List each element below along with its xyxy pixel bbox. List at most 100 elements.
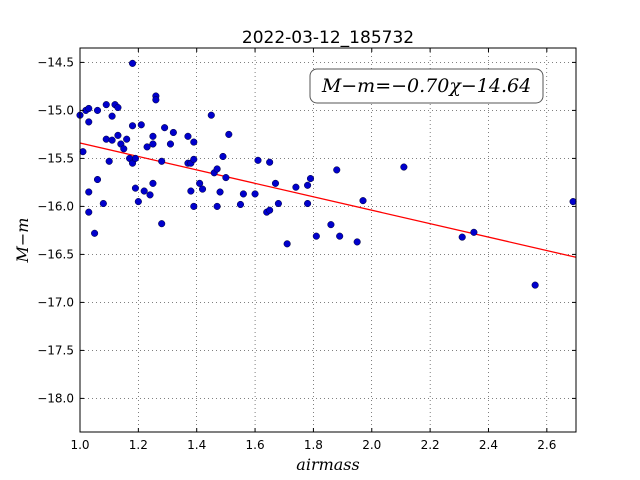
- data-point: [359, 197, 367, 205]
- y-tick-label: −17.5: [37, 343, 74, 357]
- data-point: [190, 202, 198, 210]
- x-tick-label: 1.8: [304, 438, 323, 452]
- y-axis-ticks: −14.5 −15.0 −15.5 −16.0 −16.5 −17.0 −17.5 −18.0: [37, 55, 576, 405]
- data-point: [222, 174, 230, 182]
- data-point: [108, 136, 116, 144]
- data-point: [123, 135, 131, 143]
- data-point: [274, 199, 282, 208]
- data-point: [152, 96, 160, 104]
- data-point: [79, 148, 87, 156]
- data-point: [312, 232, 320, 240]
- data-point: [131, 154, 139, 162]
- data-point: [251, 190, 259, 198]
- data-point: [158, 220, 166, 228]
- x-tick-label: 1.6: [246, 438, 265, 452]
- data-point: [169, 128, 177, 137]
- data-point: [400, 163, 408, 171]
- data-point: [161, 124, 169, 132]
- x-tick-label: 2.2: [421, 438, 440, 452]
- data-point: [336, 232, 344, 240]
- x-tick-label: 1.0: [70, 438, 89, 452]
- data-point: [134, 198, 142, 206]
- data-point: [190, 138, 198, 146]
- data-point: [158, 157, 166, 165]
- plot-frame: [79, 47, 577, 433]
- data-point: [569, 198, 577, 206]
- x-tick-label: 2.4: [479, 438, 498, 452]
- x-tick-label: 1.2: [129, 438, 148, 452]
- data-point: [292, 183, 300, 191]
- data-point: [146, 191, 154, 199]
- data-point: [137, 121, 145, 129]
- data-point: [225, 130, 233, 138]
- data-point: [190, 155, 198, 163]
- data-point: [216, 188, 224, 196]
- x-axis-label: airmass: [296, 455, 359, 474]
- data-point: [114, 131, 122, 139]
- data-point: [140, 187, 148, 195]
- x-axis-ticks: 1.0 1.2 1.4 1.6 1.8 2.0 2.2 2.4 2.6: [70, 48, 556, 452]
- data-point: [114, 103, 122, 112]
- data-point: [254, 156, 262, 164]
- data-point: [99, 199, 107, 208]
- y-tick-label: −15.0: [37, 103, 74, 117]
- x-tick-label: 2.6: [537, 438, 556, 452]
- data-point: [271, 179, 280, 187]
- data-point: [108, 112, 116, 120]
- data-point: [327, 221, 335, 229]
- data-point: [333, 166, 341, 174]
- grid: [79, 48, 576, 432]
- data-point: [85, 188, 93, 196]
- data-point: [85, 104, 93, 113]
- data-point: [187, 187, 195, 195]
- data-point: [531, 281, 539, 289]
- data-point: [470, 228, 478, 236]
- x-tick-label: 2.0: [362, 438, 381, 452]
- y-tick-label: −17.0: [37, 295, 74, 309]
- data-point: [207, 111, 215, 119]
- x-tick-label: 1.4: [187, 438, 206, 452]
- y-tick-label: −18.0: [37, 391, 74, 405]
- fit-annotation-text: M−m=−0.70χ−14.64: [321, 75, 531, 97]
- data-point: [93, 106, 102, 114]
- data-point: [213, 202, 221, 210]
- data-points: [76, 59, 577, 289]
- data-point: [266, 206, 274, 214]
- fit-annotation-box: M−m=−0.70χ−14.64: [309, 68, 544, 104]
- data-point: [283, 240, 291, 248]
- data-point: [128, 59, 137, 67]
- y-tick-label: −16.0: [37, 199, 74, 213]
- data-point: [93, 175, 102, 184]
- data-point: [236, 200, 245, 209]
- data-point: [85, 208, 93, 216]
- data-point: [213, 165, 221, 173]
- y-axis-label: M−m: [13, 218, 32, 264]
- data-point: [266, 158, 274, 166]
- data-point: [198, 185, 207, 193]
- data-point: [184, 132, 192, 140]
- data-point: [219, 152, 227, 161]
- data-point: [304, 181, 312, 189]
- y-tick-label: −15.5: [37, 151, 74, 165]
- data-point: [239, 190, 247, 198]
- data-point: [131, 184, 139, 192]
- data-point: [149, 179, 157, 187]
- data-point: [105, 157, 113, 165]
- data-point: [196, 179, 204, 187]
- data-point: [306, 175, 315, 183]
- data-point: [353, 238, 361, 246]
- chart-title: 2022-03-12_185732: [242, 28, 414, 48]
- data-point: [91, 229, 99, 237]
- data-point: [102, 101, 110, 109]
- data-point: [149, 132, 157, 140]
- data-point: [166, 140, 174, 148]
- data-point: [128, 122, 137, 130]
- data-point: [85, 118, 93, 126]
- data-point: [304, 199, 312, 208]
- data-point: [458, 233, 466, 241]
- y-tick-label: −14.5: [37, 55, 74, 69]
- data-point: [120, 145, 128, 153]
- data-point: [102, 135, 110, 143]
- data-point: [149, 140, 157, 148]
